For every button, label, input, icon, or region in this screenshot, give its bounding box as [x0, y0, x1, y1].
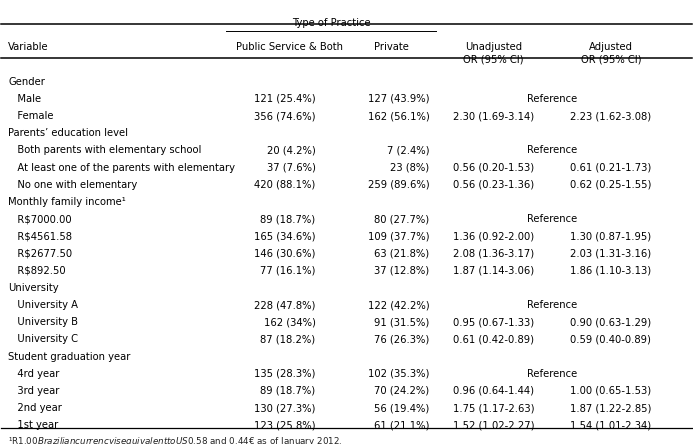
Text: Student graduation year: Student graduation year [8, 352, 131, 361]
Text: 135 (28.3%): 135 (28.3%) [254, 369, 315, 379]
Text: R$892.50: R$892.50 [8, 266, 66, 276]
Text: University: University [8, 283, 59, 293]
Text: 70 (24.2%): 70 (24.2%) [374, 386, 430, 396]
Text: 228 (47.8%): 228 (47.8%) [254, 300, 315, 310]
Text: 1.87 (1.14-3.06): 1.87 (1.14-3.06) [453, 266, 534, 276]
Text: R$2677.50: R$2677.50 [8, 249, 72, 258]
Text: 20 (4.2%): 20 (4.2%) [267, 146, 315, 155]
Text: 0.90 (0.63-1.29): 0.90 (0.63-1.29) [570, 317, 651, 327]
Text: 122 (42.2%): 122 (42.2%) [368, 300, 430, 310]
Text: Gender: Gender [8, 77, 45, 87]
Text: University A: University A [8, 300, 78, 310]
Text: 1.54 (1.01-2.34): 1.54 (1.01-2.34) [570, 420, 651, 430]
Text: 2.23 (1.62-3.08): 2.23 (1.62-3.08) [570, 111, 651, 121]
Text: 1.36 (0.92-2.00): 1.36 (0.92-2.00) [453, 231, 534, 241]
Text: Reference: Reference [527, 146, 577, 155]
Text: 420 (88.1%): 420 (88.1%) [254, 180, 315, 190]
Text: 146 (30.6%): 146 (30.6%) [254, 249, 315, 258]
Text: 165 (34.6%): 165 (34.6%) [254, 231, 315, 241]
Text: 87 (18.2%): 87 (18.2%) [261, 334, 315, 345]
Text: University B: University B [8, 317, 78, 327]
Text: Reference: Reference [527, 214, 577, 224]
Text: 56 (19.4%): 56 (19.4%) [374, 403, 430, 413]
Text: 102 (35.3%): 102 (35.3%) [368, 369, 430, 379]
Text: Private: Private [374, 42, 409, 52]
Text: 1.30 (0.87-1.95): 1.30 (0.87-1.95) [570, 231, 651, 241]
Text: 123 (25.8%): 123 (25.8%) [254, 420, 315, 430]
Text: 91 (31.5%): 91 (31.5%) [374, 317, 430, 327]
Text: 0.56 (0.20-1.53): 0.56 (0.20-1.53) [453, 163, 534, 173]
Text: 23 (8%): 23 (8%) [390, 163, 430, 173]
Text: Female: Female [8, 111, 54, 121]
Text: 37 (12.8%): 37 (12.8%) [374, 266, 430, 276]
Text: Reference: Reference [527, 94, 577, 104]
Text: 109 (37.7%): 109 (37.7%) [368, 231, 430, 241]
Text: Reference: Reference [527, 369, 577, 379]
Text: 2.03 (1.31-3.16): 2.03 (1.31-3.16) [570, 249, 651, 258]
Text: No one with elementary: No one with elementary [8, 180, 137, 190]
Text: 162 (34%): 162 (34%) [263, 317, 315, 327]
Text: 0.59 (0.40-0.89): 0.59 (0.40-0.89) [570, 334, 651, 345]
Text: 162 (56.1%): 162 (56.1%) [367, 111, 430, 121]
Text: 76 (26.3%): 76 (26.3%) [374, 334, 430, 345]
Text: 0.96 (0.64-1.44): 0.96 (0.64-1.44) [453, 386, 534, 396]
Text: 0.56 (0.23-1.36): 0.56 (0.23-1.36) [453, 180, 534, 190]
Text: ¹R$1.00 Brazilian currency is equivalent to US$0.58 and 0.44€ as of January 2012: ¹R$1.00 Brazilian currency is equivalent… [8, 435, 343, 444]
Text: Monthly family income¹: Monthly family income¹ [8, 197, 126, 207]
Text: 0.61 (0.42-0.89): 0.61 (0.42-0.89) [453, 334, 534, 345]
Text: 1.00 (0.65-1.53): 1.00 (0.65-1.53) [570, 386, 651, 396]
Text: Public Service & Both: Public Service & Both [236, 42, 343, 52]
Text: 1.87 (1.22-2.85): 1.87 (1.22-2.85) [570, 403, 651, 413]
Text: 2nd year: 2nd year [8, 403, 62, 413]
Text: 0.62 (0.25-1.55): 0.62 (0.25-1.55) [570, 180, 651, 190]
Text: 1st year: 1st year [8, 420, 58, 430]
Text: 89 (18.7%): 89 (18.7%) [261, 214, 315, 224]
Text: 1.75 (1.17-2.63): 1.75 (1.17-2.63) [453, 403, 534, 413]
Text: R$7000.00: R$7000.00 [8, 214, 72, 224]
Text: Adjusted
OR (95% CI): Adjusted OR (95% CI) [581, 42, 641, 64]
Text: 80 (27.7%): 80 (27.7%) [374, 214, 430, 224]
Text: 121 (25.4%): 121 (25.4%) [254, 94, 315, 104]
Text: R$4561.58: R$4561.58 [8, 231, 72, 241]
Text: Parents’ education level: Parents’ education level [8, 128, 128, 138]
Text: Reference: Reference [527, 300, 577, 310]
Text: 1.86 (1.10-3.13): 1.86 (1.10-3.13) [570, 266, 651, 276]
Text: 1.52 (1.02-2.27): 1.52 (1.02-2.27) [453, 420, 534, 430]
Text: At least one of the parents with elementary: At least one of the parents with element… [8, 163, 236, 173]
Text: 2.08 (1.36-3.17): 2.08 (1.36-3.17) [453, 249, 534, 258]
Text: 356 (74.6%): 356 (74.6%) [254, 111, 315, 121]
Text: Both parents with elementary school: Both parents with elementary school [8, 146, 202, 155]
Text: Unadjusted
OR (95% CI): Unadjusted OR (95% CI) [463, 42, 524, 64]
Text: 2.30 (1.69-3.14): 2.30 (1.69-3.14) [453, 111, 534, 121]
Text: 37 (7.6%): 37 (7.6%) [267, 163, 315, 173]
Text: 89 (18.7%): 89 (18.7%) [261, 386, 315, 396]
Text: 259 (89.6%): 259 (89.6%) [368, 180, 430, 190]
Text: University C: University C [8, 334, 78, 345]
Text: 0.95 (0.67-1.33): 0.95 (0.67-1.33) [453, 317, 534, 327]
Text: 127 (43.9%): 127 (43.9%) [368, 94, 430, 104]
Text: Variable: Variable [8, 42, 49, 52]
Text: 77 (16.1%): 77 (16.1%) [260, 266, 315, 276]
Text: 7 (2.4%): 7 (2.4%) [387, 146, 430, 155]
Text: 61 (21.1%): 61 (21.1%) [374, 420, 430, 430]
Text: Male: Male [8, 94, 42, 104]
Text: Type of Practice: Type of Practice [292, 18, 370, 28]
Text: 63 (21.8%): 63 (21.8%) [374, 249, 430, 258]
Text: 3rd year: 3rd year [8, 386, 60, 396]
Text: 4rd year: 4rd year [8, 369, 60, 379]
Text: 130 (27.3%): 130 (27.3%) [254, 403, 315, 413]
Text: 0.61 (0.21-1.73): 0.61 (0.21-1.73) [570, 163, 651, 173]
